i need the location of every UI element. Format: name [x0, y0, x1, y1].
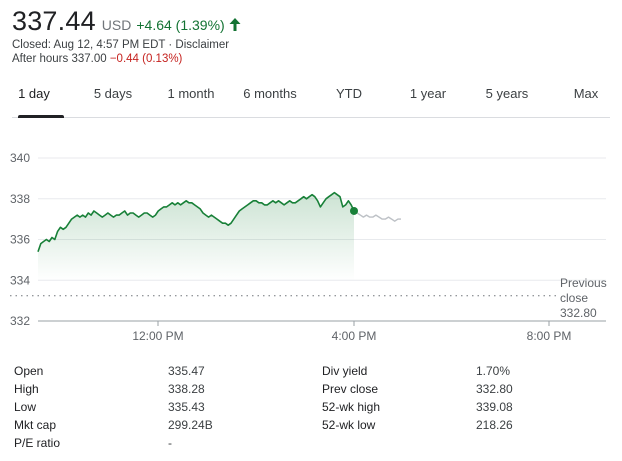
price-chart[interactable]: 332 334 336 338 340 12:00 PM 4:00 PM 8:00 PM P…: [0, 140, 622, 348]
price-area-fill: [38, 192, 354, 281]
tab-5-days[interactable]: 5 days: [93, 86, 133, 101]
y-tick-label: 336: [10, 233, 30, 247]
x-tick-label: 4:00 PM: [332, 329, 377, 343]
price-line: [37, 191, 355, 252]
previous-close-value: 332.80: [560, 306, 597, 320]
last-price-dot: [350, 206, 358, 215]
quote-header: 337.44 USD +4.64 (1.39%): [12, 6, 241, 38]
tab-ytd[interactable]: YTD: [336, 86, 362, 101]
active-tab-indicator: [18, 115, 64, 118]
tab-5-years[interactable]: 5 years: [485, 86, 529, 101]
after-hours-change: −0.44 (0.13%): [109, 53, 183, 65]
previous-close-label-2: close: [560, 291, 588, 305]
tab-1-year[interactable]: 1 year: [409, 86, 447, 101]
after-hours-line: After hours 337.00 −0.44 (0.13%): [12, 53, 182, 65]
price-change: +4.64 (1.39%): [136, 17, 225, 33]
after-hours-line: [353, 210, 401, 222]
y-tick-label: 338: [10, 192, 30, 206]
previous-close-label: Previous: [560, 276, 607, 290]
tab-1-day[interactable]: 1 day: [18, 86, 50, 101]
currency-code: USD: [101, 17, 132, 33]
x-tick-label: 12:00 PM: [132, 329, 183, 343]
tab-max[interactable]: Max: [573, 86, 599, 101]
tab-1-month[interactable]: 1 month: [167, 86, 215, 101]
y-tick-label: 334: [10, 273, 30, 287]
after-hours-price: After hours 337.00: [12, 53, 107, 65]
x-tick-label: 8:00 PM: [527, 329, 572, 343]
tab-6-months[interactable]: 6 months: [243, 86, 297, 101]
y-tick-label: 332: [10, 314, 30, 328]
y-tick-label: 340: [10, 151, 30, 165]
market-status-line: Closed: Aug 12, 4:57 PM EDT · Disclaimer: [12, 39, 230, 51]
range-tabs: 1 day 5 days 1 month 6 months YTD 1 year…: [12, 78, 610, 118]
arrow-up-icon: [229, 18, 241, 31]
current-price: 337.44: [12, 6, 96, 36]
